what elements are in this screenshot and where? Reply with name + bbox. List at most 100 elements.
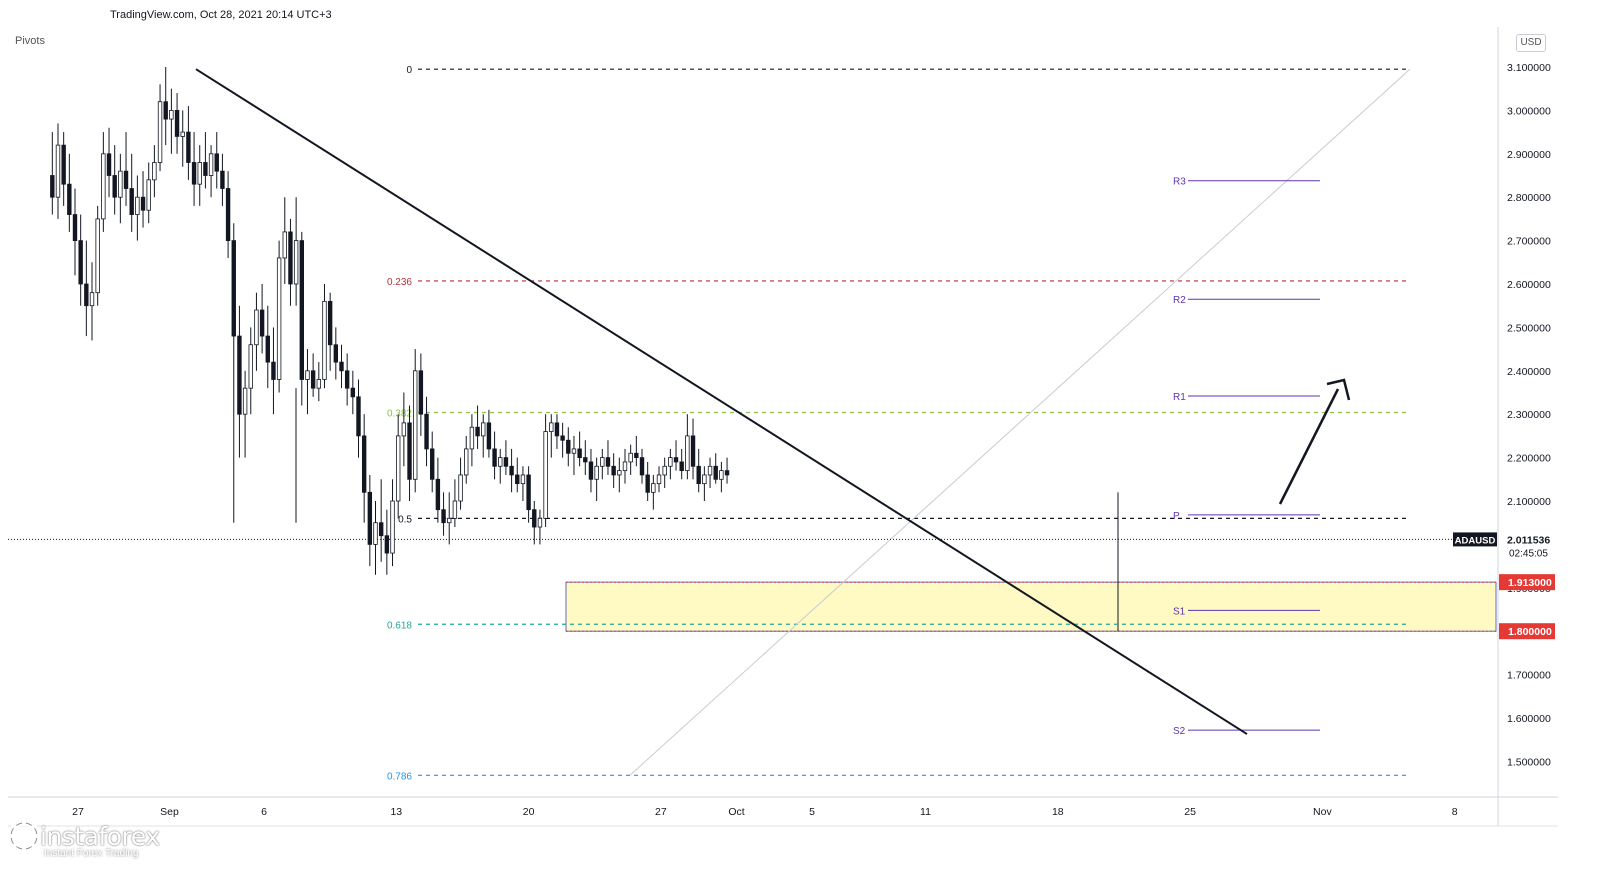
candle (276, 240, 282, 393)
y-tick-label: 2.900000 (1507, 149, 1551, 161)
x-axis[interactable]: 27 Sep 6 13 20 27 Oct 5 11 18 25 Nov 8 (72, 806, 1458, 818)
candle-body-up (157, 101, 163, 163)
pivot-level-label: S1 (1173, 606, 1186, 617)
candle (208, 145, 214, 198)
candle-body-up (571, 448, 577, 454)
candle-body-down (441, 509, 446, 524)
candle (543, 414, 548, 528)
candle (441, 492, 446, 536)
candle (333, 327, 339, 380)
candle (577, 431, 582, 467)
candle-body-down (361, 435, 367, 493)
candle (293, 197, 299, 306)
candle-body-down (639, 457, 645, 476)
candle-body-down (327, 300, 333, 346)
candle (452, 479, 458, 528)
candle (310, 353, 316, 397)
candle (707, 457, 713, 488)
y-axis[interactable]: 3.100000 3.000000 2.900000 2.800000 2.700000… (1507, 62, 1551, 768)
fib-level-label: 0.382 (387, 408, 412, 419)
zone-bottom-price: 1.800000 (1508, 626, 1552, 638)
candle (299, 231, 304, 406)
candle (430, 431, 435, 493)
candle (373, 501, 378, 575)
candle-body-up (316, 379, 322, 389)
y-tick-label: 1.700000 (1507, 670, 1551, 682)
candle (163, 67, 168, 146)
candle-body-up (242, 387, 248, 415)
candle-body-up (180, 131, 185, 137)
candle-body-up (135, 196, 140, 215)
candle (412, 349, 418, 493)
candle (197, 145, 202, 206)
fib-level-label: 0 (406, 65, 412, 76)
candle (157, 84, 163, 172)
candle (140, 171, 146, 228)
candle (515, 457, 520, 493)
candle (50, 132, 55, 215)
candle (390, 479, 395, 567)
support-zone-rect (565, 581, 1497, 632)
candle (242, 370, 248, 458)
candle-body-up (537, 517, 543, 528)
candle (656, 466, 662, 493)
candle-body-down (503, 457, 509, 467)
candle-body-down (231, 240, 236, 337)
x-tick-label: Nov (1313, 806, 1332, 818)
candle-body-down (509, 465, 514, 476)
candle (605, 440, 611, 475)
y-tick-label: 3.000000 (1507, 105, 1551, 117)
candle (713, 453, 718, 484)
candle (662, 457, 667, 488)
candle (265, 305, 270, 389)
candle-body-up (520, 474, 526, 485)
y-tick-label: 3.100000 (1507, 62, 1551, 74)
chart-source-header: TradingView.com, Oct 28, 2021 20:14 UTC+… (110, 9, 332, 21)
indicator-label[interactable]: Pivots (15, 35, 45, 47)
candle (486, 409, 492, 458)
candle (146, 162, 151, 224)
candle-body-up (276, 257, 282, 380)
candle (600, 448, 605, 480)
candle-body-up (395, 435, 401, 502)
candle-body-down (605, 457, 611, 467)
candle (67, 153, 72, 232)
x-tick-label: 5 (809, 806, 815, 818)
y-tick-label: 1.500000 (1507, 756, 1551, 768)
candle (106, 127, 112, 198)
candle-body-up (656, 474, 662, 485)
price-badges: ADAUSD 2.011536 02:45:05 1.913000 1.800000 (1453, 531, 1555, 640)
candle (220, 153, 225, 206)
candle-body-up (95, 218, 100, 294)
candle (401, 392, 407, 467)
candle-body-down (492, 448, 497, 467)
currency-button[interactable]: USD (1516, 34, 1546, 52)
candle (254, 292, 259, 371)
candle-body-down (611, 465, 616, 476)
candle-body-up (89, 292, 95, 307)
candle (554, 414, 560, 449)
candle-body-down (634, 452, 639, 459)
candle-body-down (384, 535, 390, 554)
x-tick-label: 13 (390, 806, 402, 818)
candle-body-up (248, 344, 253, 389)
candle (231, 223, 236, 523)
candle-body-up (118, 170, 123, 198)
candle-body-down (259, 309, 265, 337)
candle-body-up (169, 110, 174, 120)
fib-trend-line (629, 68, 1411, 776)
candle (152, 145, 157, 198)
trend-drawings (195, 68, 1351, 735)
candle (696, 448, 701, 493)
candle-body-down (566, 439, 571, 454)
candle-body-down (61, 144, 66, 185)
candle-body-down (220, 170, 225, 189)
candle-body-up (617, 470, 622, 476)
candle (384, 509, 390, 575)
candle-body-down (140, 196, 146, 211)
candle (560, 422, 565, 458)
candle (361, 414, 367, 523)
candle (135, 175, 140, 241)
candle-body-down (673, 457, 679, 463)
